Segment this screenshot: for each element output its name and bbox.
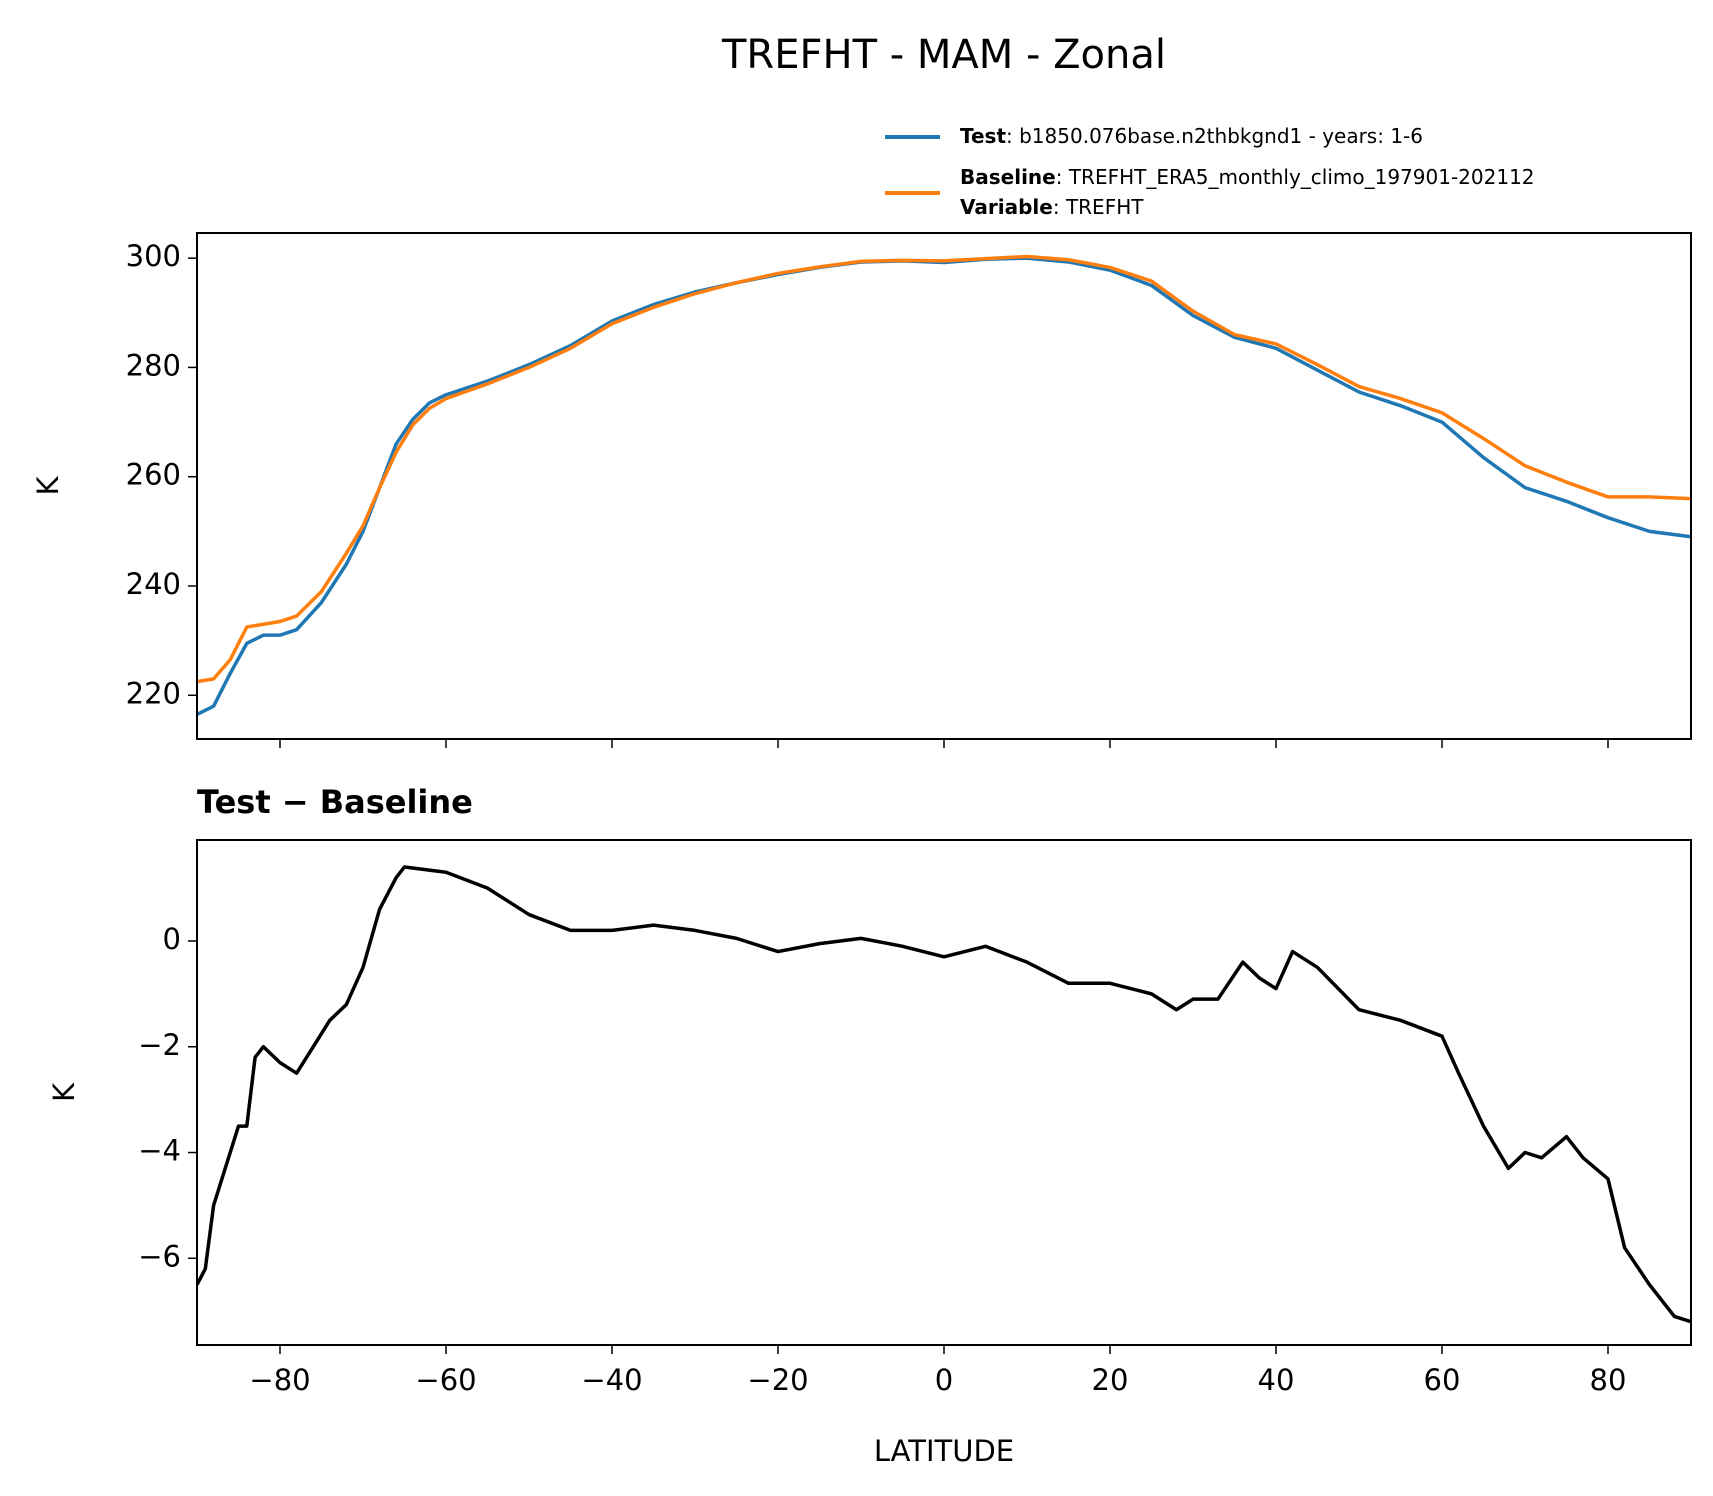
y-tick-label: −4 — [138, 1134, 181, 1168]
y-tick-label: −6 — [138, 1239, 181, 1273]
legend-label: Variable: TREFHT — [960, 195, 1144, 219]
legend-name: Variable — [960, 195, 1053, 219]
x-tick-label: −40 — [581, 1363, 642, 1397]
legend-detail: : TREFHT_ERA5_monthly_climo_197901-20211… — [1056, 165, 1535, 189]
series-line — [197, 865, 1691, 1324]
y-tick-label: 240 — [126, 567, 181, 601]
x-tick-label: −20 — [747, 1363, 808, 1397]
series-line — [197, 254, 1691, 684]
y-tick-label: 0 — [163, 922, 181, 956]
y-tick-label: 280 — [126, 348, 181, 382]
plot-area — [197, 254, 1691, 716]
y-tick-label: 220 — [126, 676, 181, 710]
x-tick-label: 40 — [1258, 1363, 1295, 1397]
legend-label: Baseline: TREFHT_ERA5_monthly_climo_1979… — [960, 165, 1535, 189]
x-tick-label: −80 — [249, 1363, 310, 1397]
y-axis-label: K — [31, 476, 65, 496]
legend-detail: : TREFHT — [1053, 195, 1144, 219]
x-tick-label: 20 — [1092, 1363, 1129, 1397]
y-axis-label: K — [47, 1082, 81, 1102]
x-axis-label: LATITUDE — [874, 1434, 1014, 1468]
series-line — [197, 256, 1691, 716]
x-tick-label: −60 — [415, 1363, 476, 1397]
figure-title: TREFHT - MAM - Zonal — [721, 32, 1166, 78]
legend-detail: : b1850.076base.n2thbkgnd1 - years: 1-6 — [1006, 124, 1423, 148]
legend-label: Test: b1850.076base.n2thbkgnd1 - years: … — [960, 124, 1423, 148]
y-tick-label: 300 — [126, 239, 181, 273]
subplot-title: Test − Baseline — [197, 783, 473, 821]
y-tick-label: −2 — [138, 1028, 181, 1062]
axes-frame — [196, 839, 1692, 1346]
x-tick-label: 60 — [1424, 1363, 1461, 1397]
axes-frame — [196, 232, 1692, 740]
legend-name: Test — [960, 124, 1006, 148]
x-tick-label: 0 — [935, 1363, 953, 1397]
y-tick-label: 260 — [126, 458, 181, 492]
plot-area — [197, 865, 1691, 1324]
legend-name: Baseline — [960, 165, 1056, 189]
x-tick-label: 80 — [1590, 1363, 1627, 1397]
